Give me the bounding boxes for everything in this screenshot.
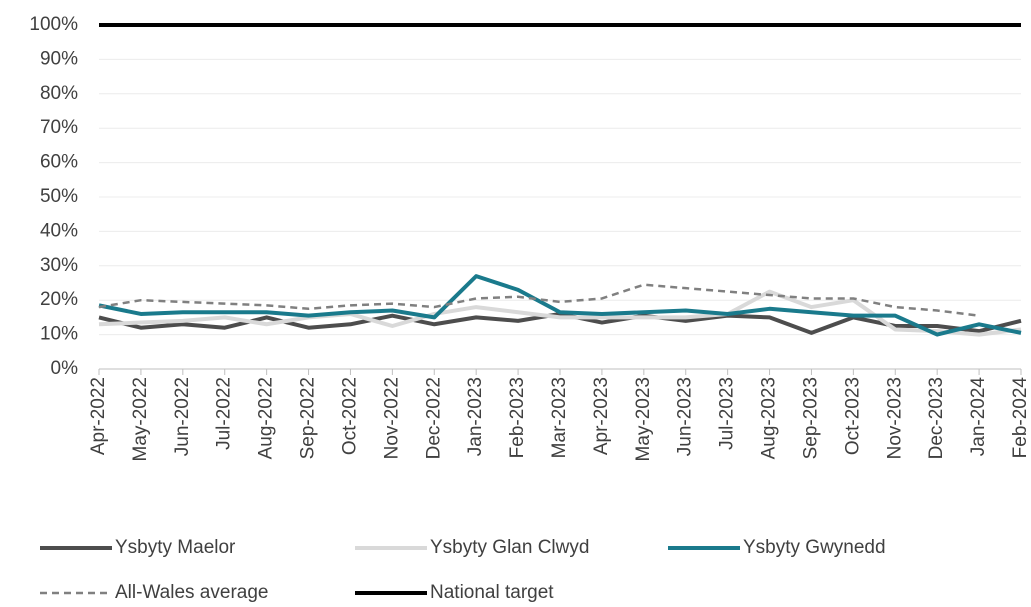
y-tick-label: 40% — [40, 220, 78, 241]
x-tick-label: Apr-2023 — [591, 377, 612, 455]
x-tick-label: Dec-2022 — [423, 377, 444, 459]
x-tick-label: Jan-2024 — [968, 377, 989, 457]
x-tick-label: Mar-2023 — [549, 377, 570, 458]
x-tick-label: May-2022 — [130, 377, 151, 462]
y-tick-label: 90% — [40, 48, 78, 69]
y-tick-label: 80% — [40, 83, 78, 104]
x-tick-label: Feb-2024 — [1010, 377, 1031, 459]
x-tick-label: Dec-2023 — [926, 377, 947, 459]
x-tick-label: Jul-2023 — [717, 377, 738, 450]
x-tick-label: Jun-2022 — [172, 377, 193, 456]
y-tick-label: 10% — [40, 324, 78, 345]
x-tick-label: Sep-2023 — [800, 377, 821, 459]
legend-label: Ysbyty Glan Clwyd — [430, 537, 589, 558]
legend-label: All-Wales average — [115, 582, 268, 603]
y-tick-label: 20% — [40, 289, 78, 310]
y-tick-label: 100% — [29, 14, 78, 35]
x-tick-label: Jun-2023 — [675, 377, 696, 456]
x-tick-label: Sep-2022 — [298, 377, 319, 459]
x-tick-label: Oct-2023 — [842, 377, 863, 455]
legend-label: Ysbyty Gwynedd — [743, 537, 886, 558]
legend-label: National target — [430, 582, 554, 603]
x-tick-label: Nov-2023 — [884, 377, 905, 459]
y-tick-label: 0% — [51, 358, 79, 379]
x-tick-label: Feb-2023 — [507, 377, 528, 458]
x-tick-label: Oct-2022 — [339, 377, 360, 455]
series-line — [98, 274, 1022, 337]
y-tick-label: 60% — [40, 152, 78, 173]
x-tick-label: Jan-2023 — [465, 377, 486, 456]
series-line — [98, 283, 980, 317]
x-tick-label: May-2023 — [633, 377, 654, 462]
legend-label: Ysbyty Maelor — [115, 537, 236, 558]
series-line — [98, 289, 1022, 337]
x-tick-label: Jul-2022 — [214, 377, 235, 450]
x-tick-label: Apr-2022 — [88, 377, 109, 455]
x-tick-label: Nov-2022 — [381, 377, 402, 459]
y-tick-label: 30% — [40, 255, 78, 276]
y-tick-label: 70% — [40, 117, 78, 138]
y-tick-label: 50% — [40, 186, 78, 207]
x-tick-label: Aug-2022 — [256, 377, 277, 459]
x-tick-label: Aug-2023 — [759, 377, 780, 459]
